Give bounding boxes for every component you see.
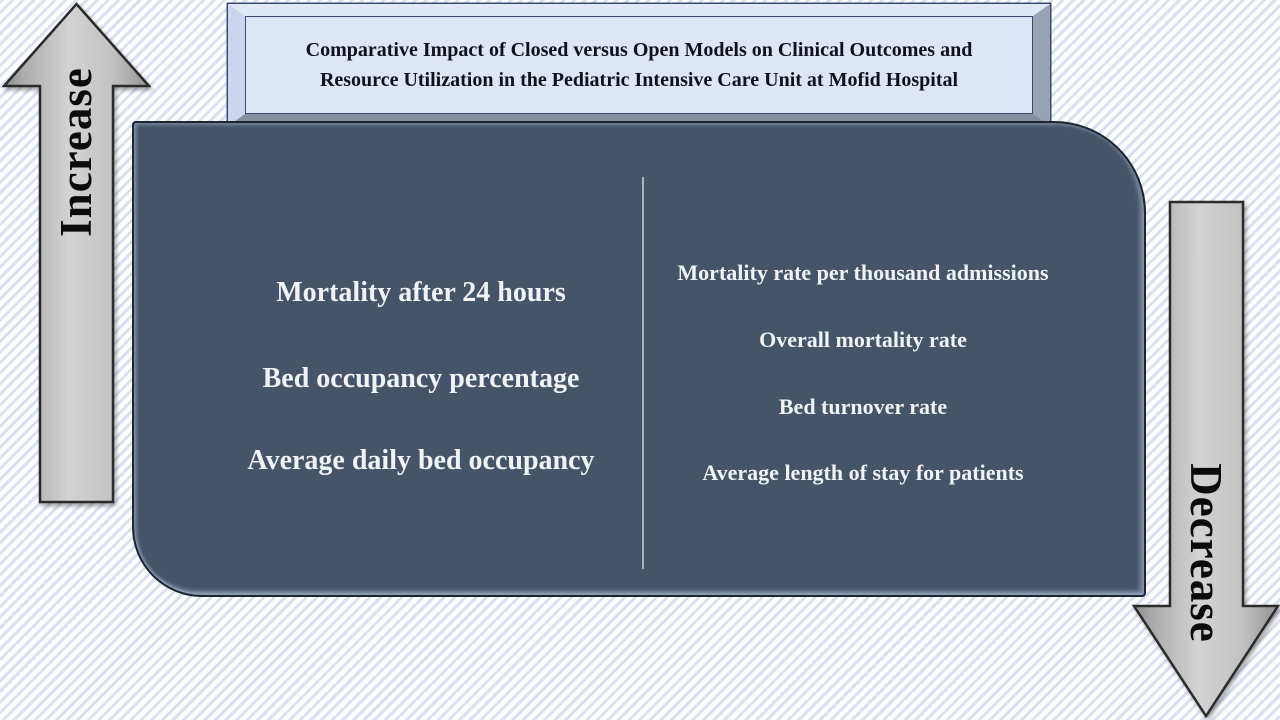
increase-arrow-icon bbox=[2, 2, 151, 504]
column-divider bbox=[642, 177, 644, 569]
left-item-bed-occupancy-percentage: Bed occupancy percentage bbox=[262, 363, 580, 394]
decrease-arrow-icon bbox=[1131, 200, 1280, 718]
main-panel: Mortality after 24 hours Bed occupancy p… bbox=[132, 121, 1146, 597]
right-item-mortality-per-thousand: Mortality rate per thousand admissions bbox=[677, 260, 1049, 285]
left-item-average-daily-bed-occupancy: Average daily bed occupancy bbox=[247, 445, 595, 476]
title-line-2: Resource Utilization in the Pediatric In… bbox=[319, 69, 959, 91]
title-line-1: Comparative Impact of Closed versus Open… bbox=[305, 39, 973, 61]
left-item-mortality-24h: Mortality after 24 hours bbox=[276, 277, 566, 308]
right-item-average-length-of-stay: Average length of stay for patients bbox=[702, 460, 1024, 485]
title-face: Comparative Impact of Closed versus Open… bbox=[245, 16, 1033, 114]
title-box: Comparative Impact of Closed versus Open… bbox=[228, 4, 1050, 126]
right-item-bed-turnover-rate: Bed turnover rate bbox=[778, 394, 948, 419]
right-item-overall-mortality-rate: Overall mortality rate bbox=[759, 327, 967, 352]
